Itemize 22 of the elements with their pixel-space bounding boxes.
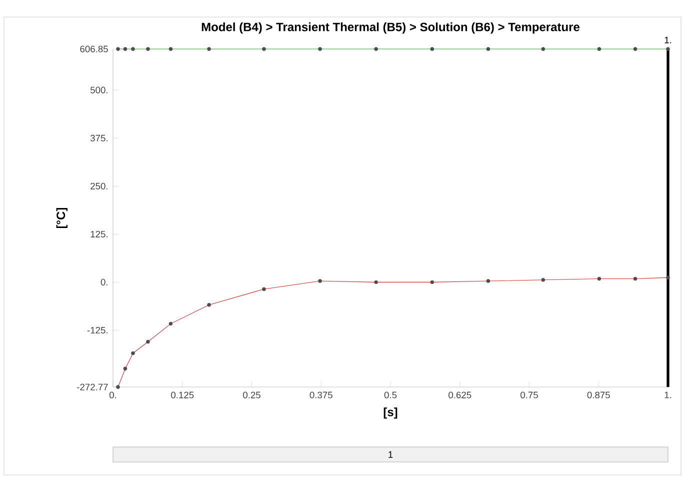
chart-title: Model (B4) > Transient Thermal (B5) > Solution (B6) > Temperature (202, 22, 580, 34)
ref-line-label: 1. (664, 36, 672, 44)
y-tick-label: 500. (90, 86, 108, 94)
y-tick-label: 375. (90, 134, 108, 142)
x-tick-label: 1. (664, 392, 672, 398)
x-tick-label: 0.75 (520, 392, 538, 398)
x-tick-label: 0.25 (243, 392, 260, 398)
y-tick-label: 606.85 (80, 46, 108, 52)
y-tick-label: -125. (87, 326, 108, 334)
y-tick-label: 0. (100, 278, 108, 286)
x-tick-label: 0.125 (171, 392, 194, 398)
x-tick-label: 0. (109, 392, 116, 398)
x-tick-label: 0.5 (384, 392, 397, 398)
y-axis-title: [°C] (56, 208, 68, 228)
y-tick-label: 250. (90, 182, 108, 190)
x-tick-label: 0.875 (587, 392, 610, 398)
x-tick-label: 0.375 (310, 392, 332, 398)
y-tick-label: -272.77 (77, 384, 108, 390)
text: 1 (388, 451, 393, 458)
x-tick-label: 0.625 (448, 392, 472, 398)
y-tick-label: 125. (90, 230, 108, 238)
x-axis-title: [s] (384, 407, 398, 419)
